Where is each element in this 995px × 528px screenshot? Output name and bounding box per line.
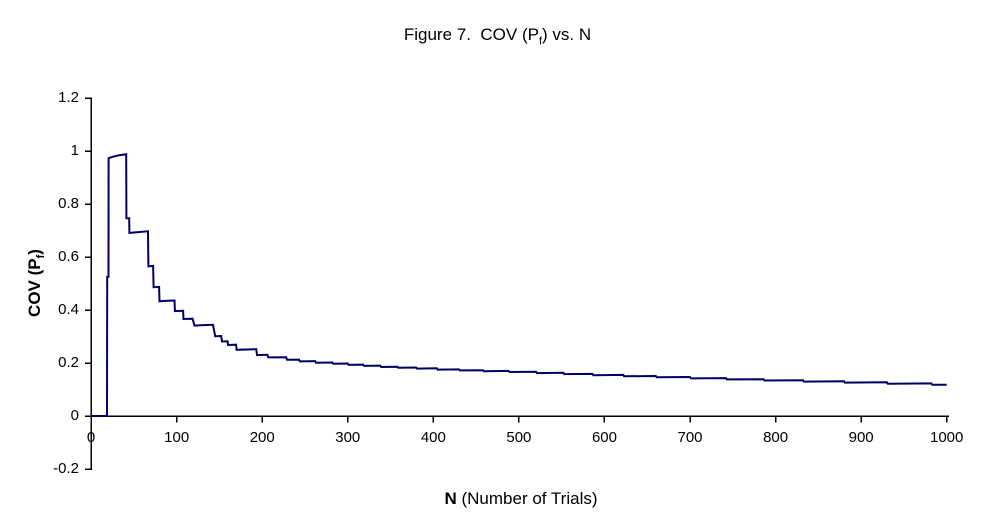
y-tick-label: 0.4: [58, 301, 79, 318]
chart-title-post: ) vs. N: [542, 25, 592, 44]
axis-tick-marks: [85, 97, 948, 470]
x-tick-label: 1000: [930, 429, 964, 446]
y-tick-label: 1: [70, 142, 79, 159]
y-tick-label: -0.2: [53, 460, 79, 477]
y-axis-title-subscript: f: [35, 254, 48, 259]
y-tick-label: 0.6: [58, 248, 79, 265]
chart-title: Figure 7. COV (Pf) vs. N: [0, 25, 995, 47]
x-tick-label: 700: [677, 429, 703, 446]
x-tick-label: 0: [86, 429, 96, 446]
chart-title-subscript: f: [538, 35, 543, 48]
x-axis-title-rest: (Number of Trials): [456, 489, 598, 508]
y-axis-title-post: ): [24, 249, 44, 255]
cov-curve: [91, 153, 947, 417]
x-tick-label: 400: [420, 429, 446, 446]
x-axis-title: N (Number of Trials): [444, 489, 597, 509]
y-tick-label: 1.2: [58, 89, 79, 106]
x-tick-label: 200: [249, 429, 275, 446]
x-tick-label: 900: [848, 429, 874, 446]
y-axis-title-pre: COV (P: [24, 258, 44, 317]
y-tick-label: 0: [70, 407, 79, 424]
chart-title-pre: Figure 7. COV (P: [403, 25, 539, 44]
x-axis-title-bold: N: [444, 489, 457, 508]
y-tick-label: 0.8: [58, 195, 79, 212]
x-tick-label: 800: [763, 429, 789, 446]
x-tick-label: 600: [591, 429, 617, 446]
x-tick-label: 300: [335, 429, 361, 446]
y-axis-title: COV (Pf): [25, 249, 47, 317]
x-tick-label: 100: [164, 429, 190, 446]
y-tick-label: 0.2: [58, 354, 79, 371]
x-tick-label: 500: [506, 429, 532, 446]
